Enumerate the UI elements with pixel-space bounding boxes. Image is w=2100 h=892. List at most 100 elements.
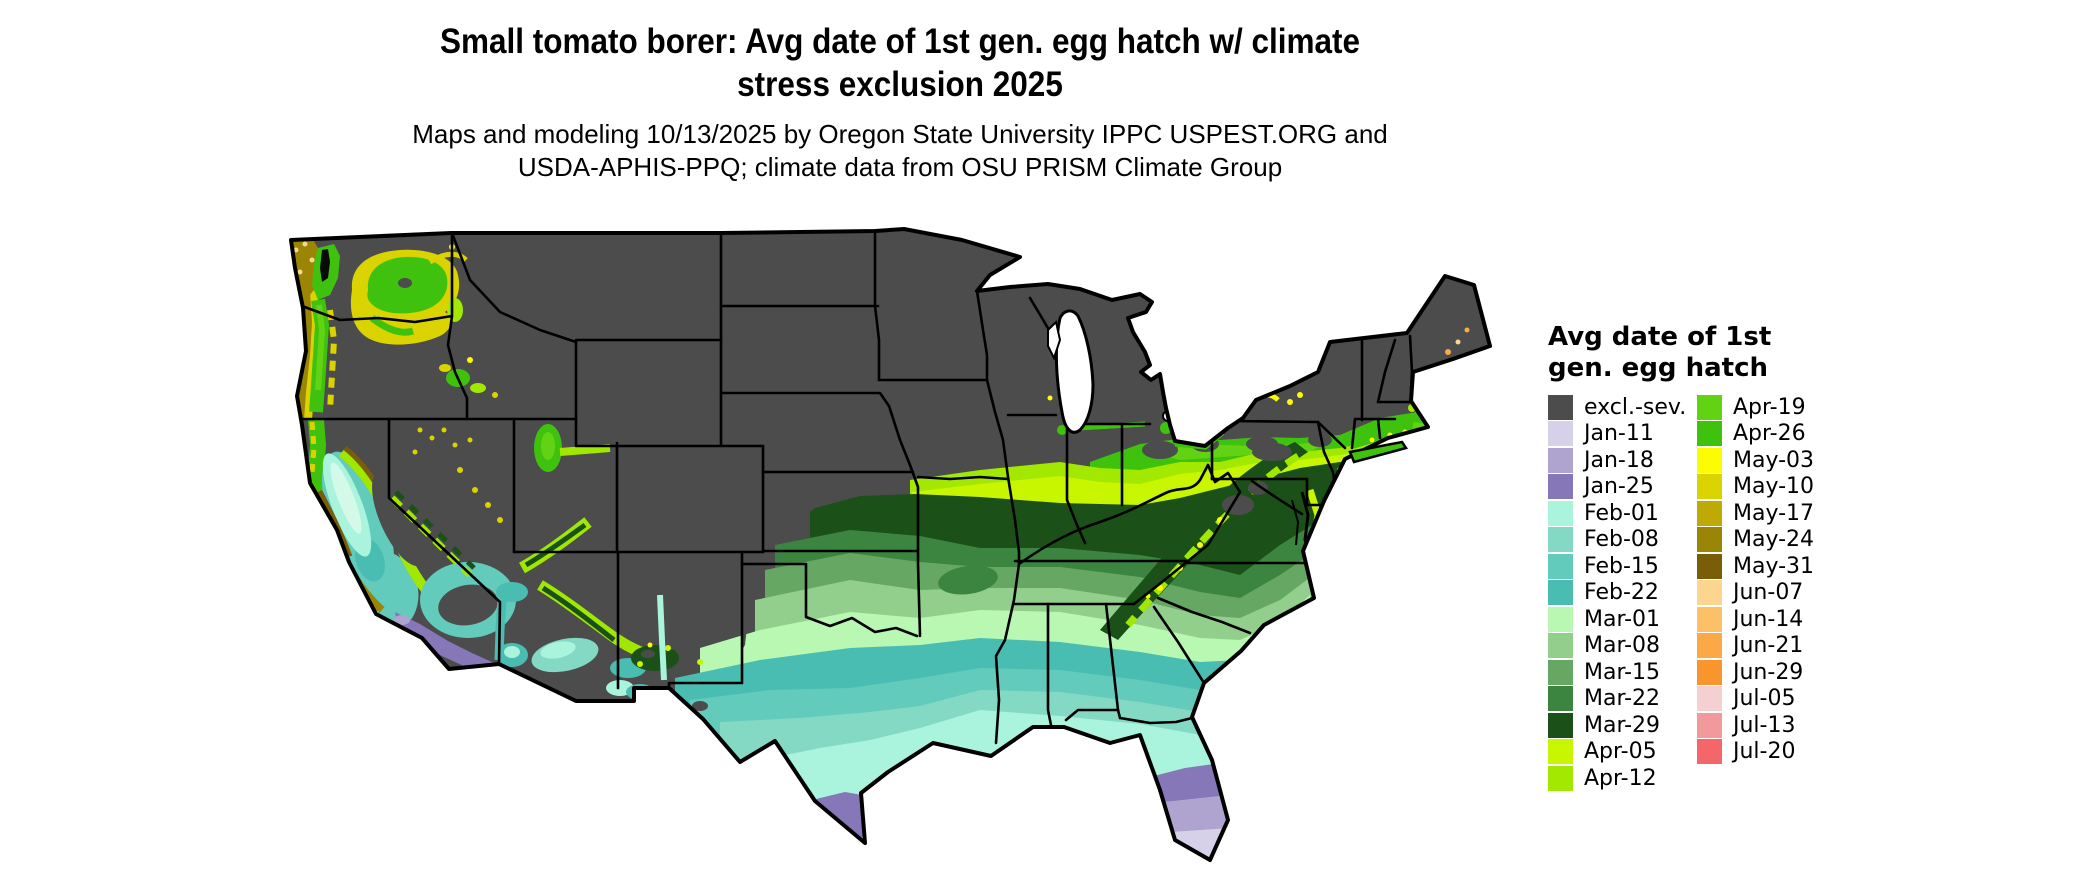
- legend-item: Feb-15: [1548, 553, 1697, 580]
- legend-swatch: [1548, 580, 1573, 606]
- legend-item: May-10: [1697, 474, 1814, 501]
- legend-label: May-03: [1733, 447, 1815, 473]
- legend-item: Jun-29: [1697, 659, 1814, 686]
- legend-item: Feb-22: [1548, 580, 1697, 607]
- legend-item: Feb-08: [1548, 527, 1697, 554]
- zone-fl-jan25: [1146, 762, 1230, 802]
- legend-item: Jul-13: [1697, 712, 1814, 739]
- legend-swatch: [1548, 765, 1573, 791]
- legend-item: Jan-18: [1548, 447, 1697, 474]
- legend-item: Mar-29: [1548, 712, 1697, 739]
- legend-label: Mar-08: [1584, 633, 1661, 659]
- legend-item: May-24: [1697, 527, 1814, 554]
- legend-item: Apr-12: [1548, 765, 1697, 792]
- legend-item: Jul-20: [1697, 739, 1814, 766]
- legend-swatch: [1697, 474, 1722, 500]
- legend-label: Jul-20: [1733, 739, 1796, 765]
- legend-label: Feb-15: [1584, 553, 1659, 579]
- legend-swatch: [1697, 686, 1722, 712]
- legend-swatch: [1548, 553, 1573, 579]
- legend-label: Jun-14: [1733, 606, 1804, 632]
- map-plains-excluded-wedge: [742, 460, 912, 650]
- legend-item: Jul-05: [1697, 686, 1814, 713]
- zone-stx-jan25: [812, 792, 868, 843]
- legend-swatch: [1697, 659, 1722, 685]
- lake-michigan: [1054, 309, 1095, 434]
- legend-label: Apr-12: [1584, 765, 1657, 791]
- puget-sound-water: [320, 249, 330, 282]
- legend-swatch: [1697, 527, 1722, 553]
- legend-label: Mar-22: [1584, 686, 1661, 712]
- legend-swatch: [1697, 633, 1722, 659]
- legend-swatch: [1697, 739, 1722, 765]
- legend-label: Jun-07: [1733, 580, 1804, 606]
- legend-item: Feb-01: [1548, 500, 1697, 527]
- legend-item: May-03: [1697, 447, 1814, 474]
- legend-swatch: [1548, 394, 1573, 420]
- legend-item: Jun-07: [1697, 580, 1814, 607]
- legend-item: Mar-15: [1548, 659, 1697, 686]
- map-subtitle-line2: USDA-APHIS-PPQ; climate data from OSU PR…: [517, 152, 1283, 182]
- legend-item: Jan-25: [1548, 474, 1697, 501]
- legend-item: Mar-08: [1548, 633, 1697, 660]
- legend-label: Mar-01: [1584, 606, 1661, 632]
- legend-column-2: Apr-19 Apr-26 May-03 May-10 May-17 May-24 May-…: [1697, 394, 1814, 792]
- legend-item: Apr-26: [1697, 421, 1814, 448]
- legend-swatch: [1697, 606, 1722, 632]
- legend-swatch: [1548, 739, 1573, 765]
- legend-swatch: [1548, 606, 1573, 632]
- legend-label: Mar-29: [1584, 712, 1661, 738]
- legend-title-line2: gen. egg hatch: [1548, 353, 1768, 383]
- legend-swatch: [1697, 394, 1722, 420]
- legend-label: Jun-29: [1733, 659, 1804, 685]
- legend-swatch: [1548, 474, 1573, 500]
- legend-label: Apr-19: [1733, 394, 1806, 420]
- map-subtitle: Maps and modeling 10/13/2025 by Oregon S…: [0, 118, 1800, 184]
- legend-label: excl.-sev.: [1584, 394, 1687, 420]
- legend-swatch: [1697, 580, 1722, 606]
- legend-item: Mar-01: [1548, 606, 1697, 633]
- legend-item: May-31: [1697, 553, 1814, 580]
- legend-item: Jan-11: [1548, 421, 1697, 448]
- legend-label: Jul-05: [1733, 686, 1796, 712]
- legend-swatch: [1697, 712, 1722, 738]
- legend-label: May-17: [1733, 500, 1815, 526]
- green-bay: [1047, 320, 1062, 361]
- legend-label: Jul-13: [1733, 712, 1796, 738]
- legend-item: Jun-14: [1697, 606, 1814, 633]
- legend-swatch: [1548, 633, 1573, 659]
- legend-label: Mar-15: [1584, 659, 1661, 685]
- legend-label: Feb-22: [1584, 580, 1659, 606]
- map-title-line2: stress exclusion 2025: [737, 65, 1063, 104]
- legend-label: Apr-26: [1733, 421, 1806, 447]
- legend-label: Jan-25: [1584, 474, 1654, 500]
- legend-swatch: [1697, 447, 1722, 473]
- legend-swatch: [1548, 686, 1573, 712]
- legend-item: Jun-21: [1697, 633, 1814, 660]
- legend-item: excl.-sev.: [1548, 394, 1697, 421]
- legend-label: Jan-18: [1584, 447, 1654, 473]
- legend-label: Jan-11: [1584, 421, 1654, 447]
- legend-label: Apr-05: [1584, 739, 1657, 765]
- legend-label: Feb-08: [1584, 527, 1659, 553]
- legend-label: May-10: [1733, 474, 1815, 500]
- zone-fl-jan18: [1165, 795, 1232, 832]
- legend-columns: excl.-sev. Jan-11 Jan-18 Jan-25 Feb-01 Feb-08…: [1548, 394, 1878, 792]
- legend-item: Apr-19: [1697, 394, 1814, 421]
- legend-swatch: [1548, 527, 1573, 553]
- legend-title: Avg date of 1st gen. egg hatch: [1548, 322, 1878, 384]
- legend-swatch: [1548, 500, 1573, 526]
- legend-swatch: [1697, 553, 1722, 579]
- legend-swatch: [1548, 712, 1573, 738]
- long-island: [1348, 440, 1409, 464]
- legend-column-1: excl.-sev. Jan-11 Jan-18 Jan-25 Feb-01 Feb-08…: [1548, 394, 1697, 792]
- socal-purple-coast: [395, 612, 497, 670]
- legend-label: Jun-21: [1733, 633, 1804, 659]
- legend-item: Apr-05: [1548, 739, 1697, 766]
- legend-label: Feb-01: [1584, 500, 1659, 526]
- legend-swatch: [1548, 659, 1573, 685]
- legend-item: May-17: [1697, 500, 1814, 527]
- legend-swatch: [1548, 447, 1573, 473]
